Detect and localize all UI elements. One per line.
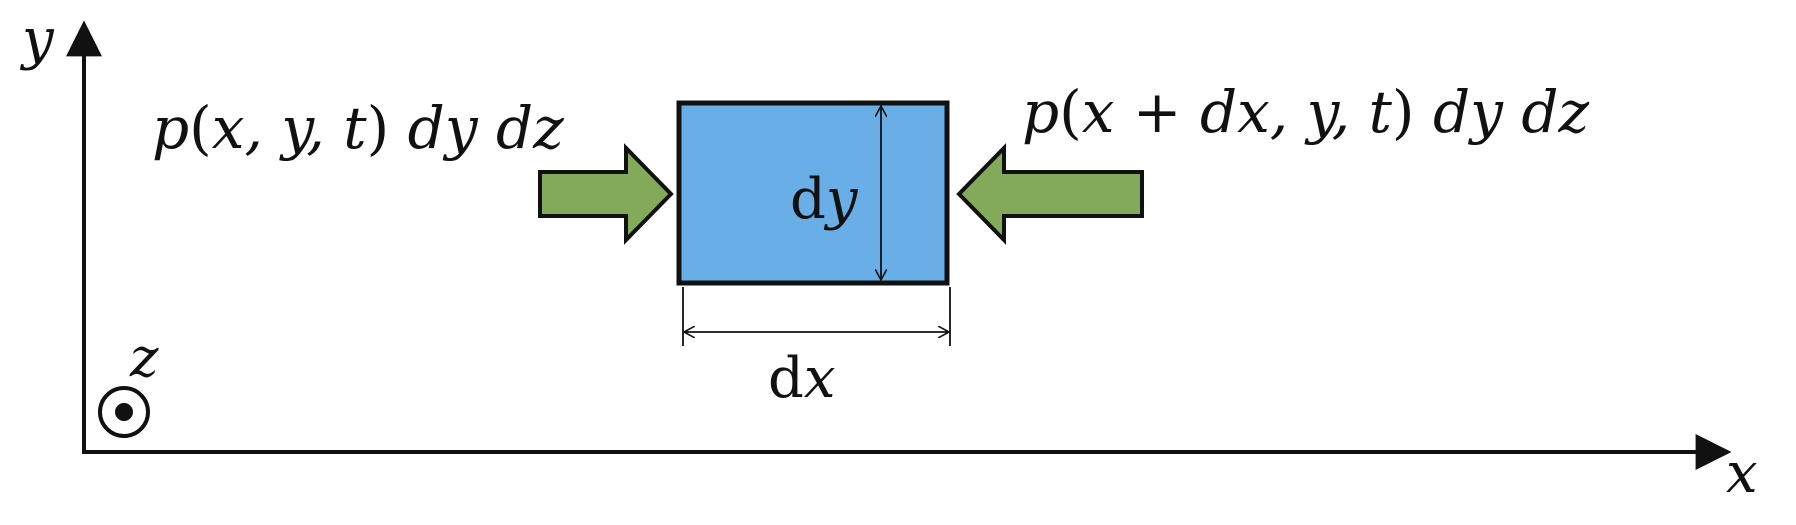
right-force-label: p(x + dx, y, t) dy dz xyxy=(1022,78,1589,146)
fluid-element xyxy=(676,100,950,286)
dx-label: dx xyxy=(768,346,835,411)
z-axis-label: z xyxy=(129,326,159,389)
dy-label: dy xyxy=(790,167,859,232)
y-axis-label: y xyxy=(19,7,55,72)
z-axis-dot-icon xyxy=(115,403,133,421)
left-pressure-arrow xyxy=(538,143,674,245)
right-pressure-arrow xyxy=(956,143,1144,245)
left-force-label: p(x, y, t) dy dz xyxy=(152,94,564,162)
x-axis-label: x xyxy=(1726,441,1758,506)
